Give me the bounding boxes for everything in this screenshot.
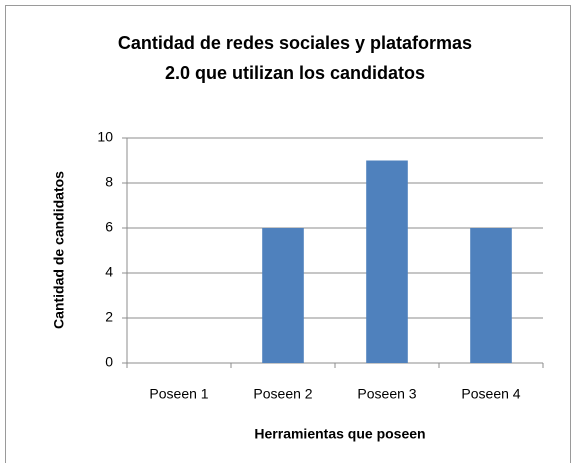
y-tick-label: 10	[97, 129, 113, 145]
x-tick-label: Poseen 3	[357, 386, 416, 402]
chart-frame	[5, 5, 571, 463]
y-tick-label: 8	[105, 174, 113, 190]
bar	[470, 228, 512, 363]
x-axis-title: Herramientas que poseen	[254, 426, 425, 442]
x-tick-label: Poseen 2	[253, 386, 312, 402]
chart-title: Cantidad de redes sociales y plataformas…	[117, 33, 473, 83]
y-tick-label: 2	[105, 309, 113, 325]
y-axis-title: Cantidad de candidatos	[51, 171, 67, 329]
y-tick-label: 4	[105, 264, 113, 280]
x-tick-label: Poseen 1	[149, 386, 208, 402]
y-tick-label: 0	[105, 354, 113, 370]
y-tick-label: 6	[105, 219, 113, 235]
bar	[262, 228, 304, 363]
x-tick-label: Poseen 4	[461, 386, 520, 402]
bar	[366, 160, 408, 363]
